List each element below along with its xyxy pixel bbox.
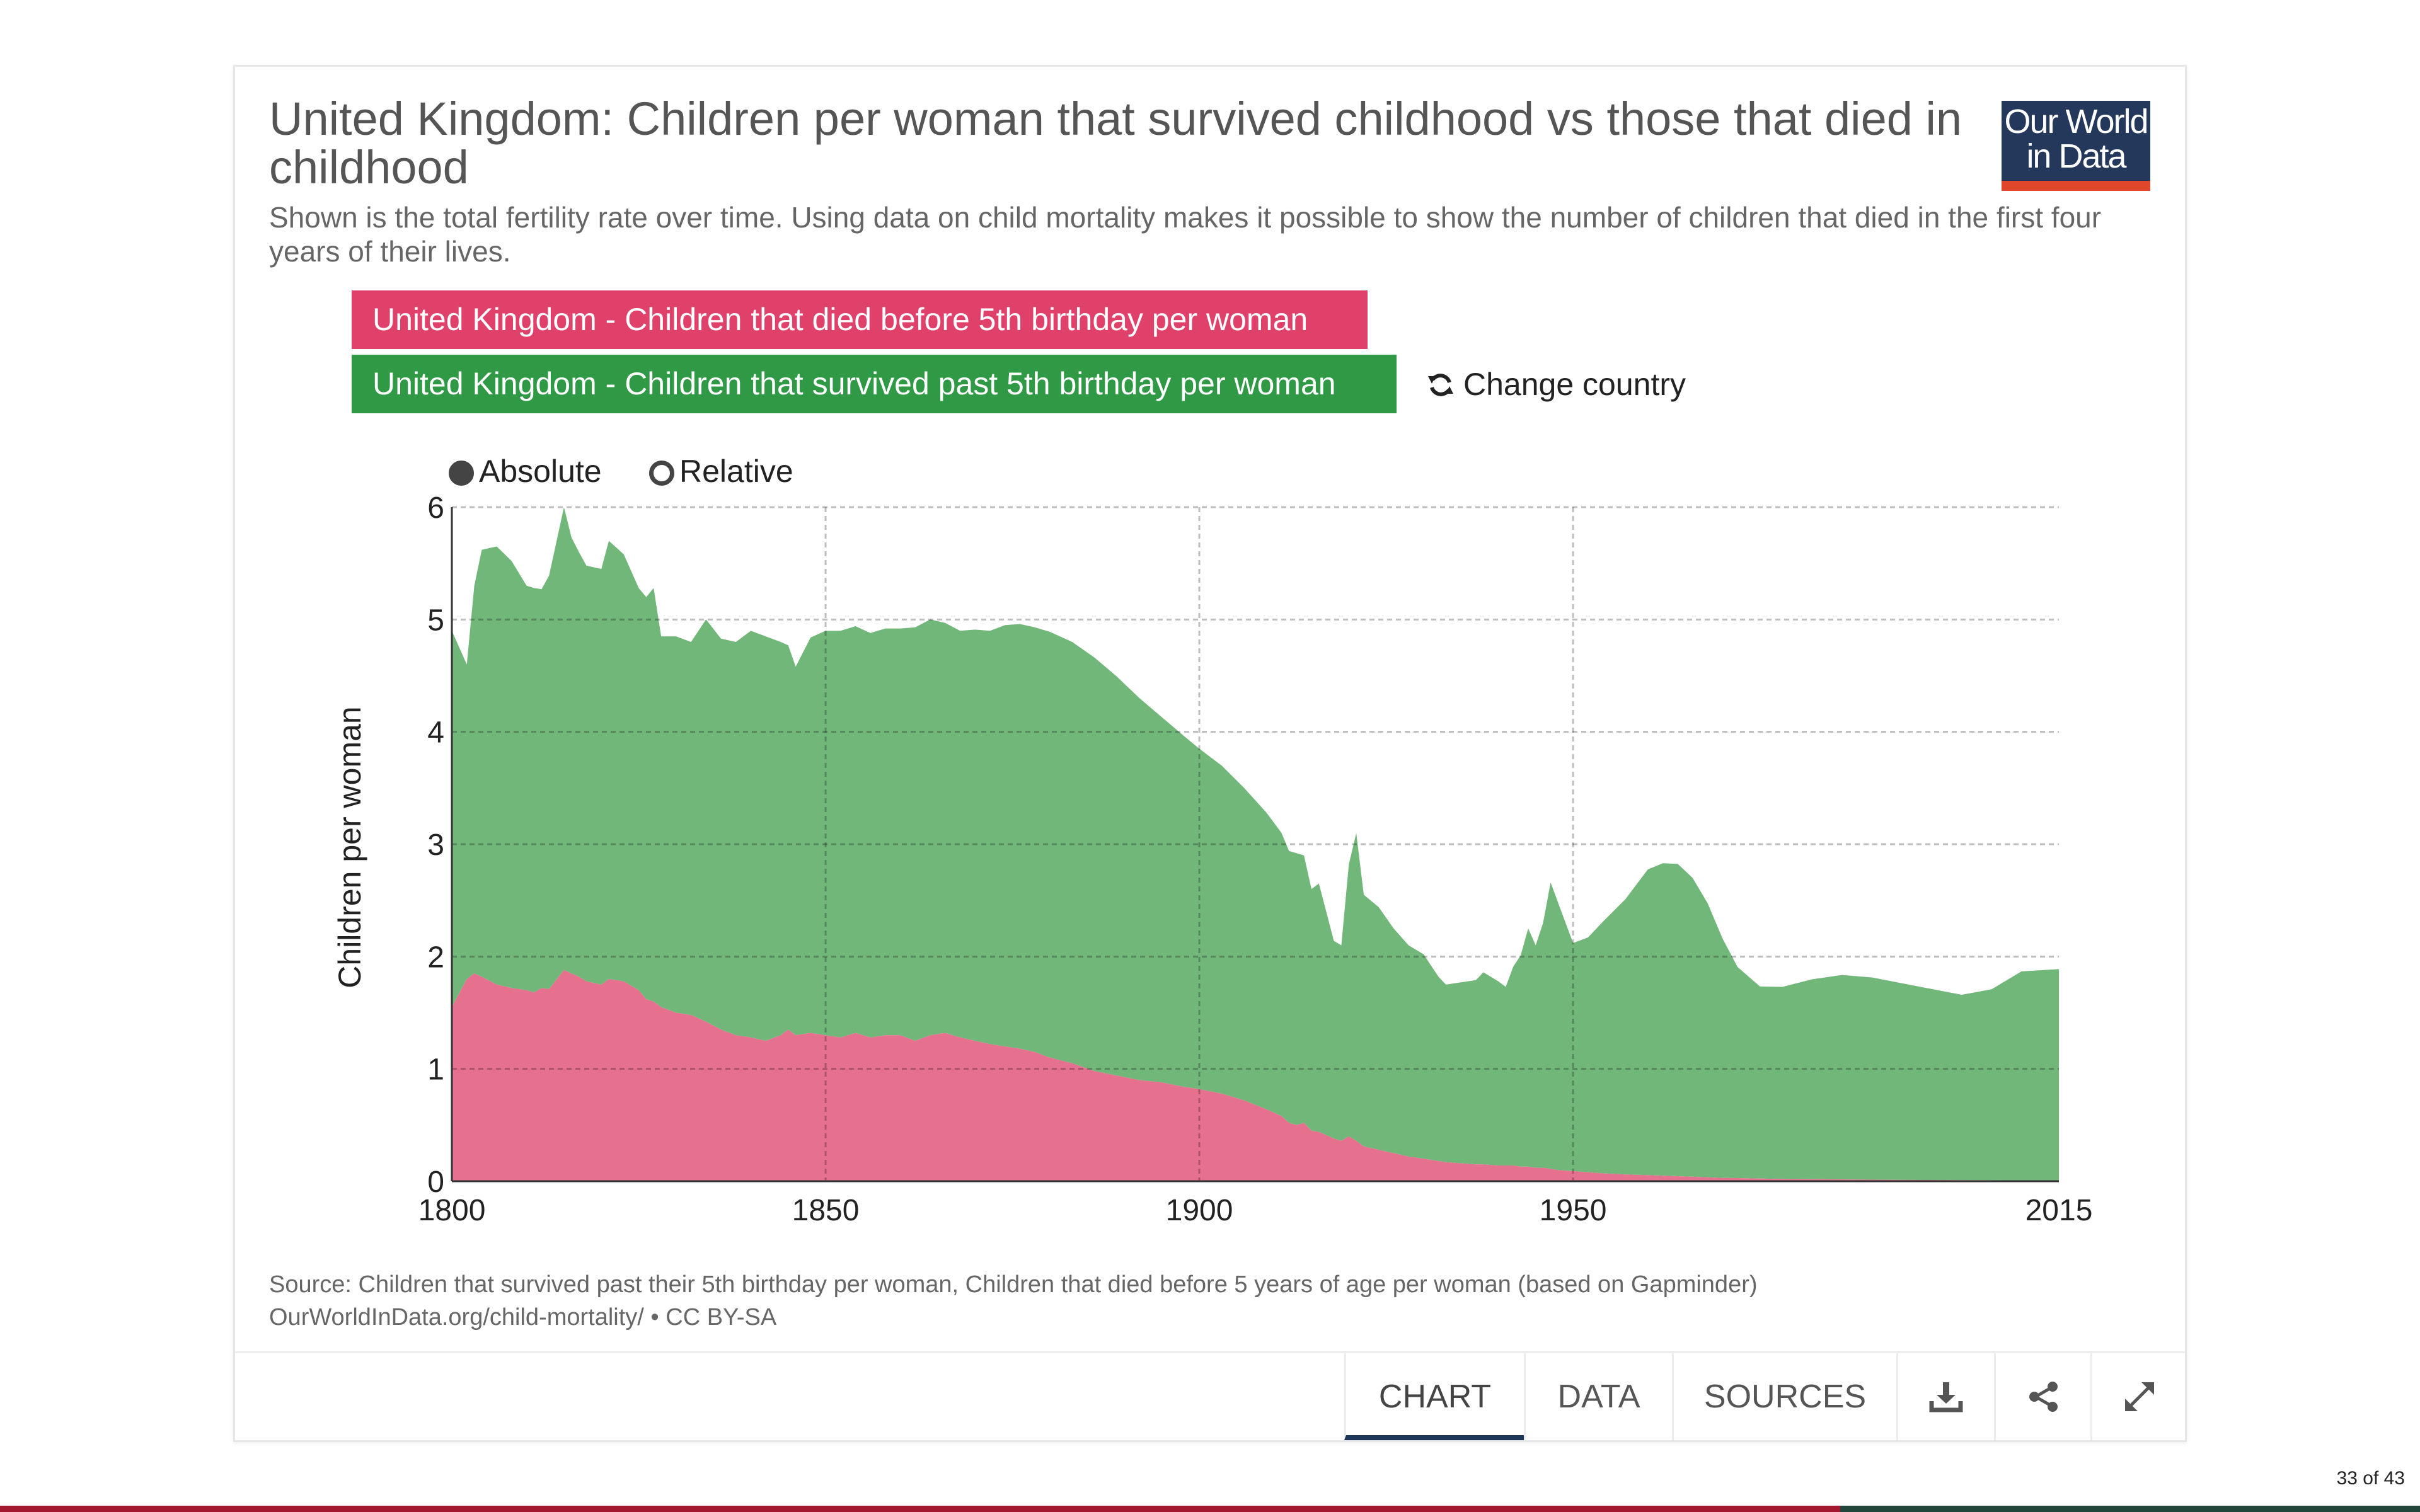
- logo-line-1: Our World: [2004, 103, 2148, 140]
- owid-logo[interactable]: Our World in Data: [2002, 101, 2150, 191]
- bottom-accent-dark: [1840, 1506, 2420, 1512]
- refresh-icon: [1428, 374, 1453, 396]
- x-tick-label: 1850: [792, 1194, 860, 1227]
- expand-icon: [2125, 1382, 2154, 1411]
- source-note: Source: Children that survived past thei…: [269, 1268, 2128, 1334]
- legend-item-died[interactable]: United Kingdom - Children that died befo…: [352, 290, 1368, 349]
- page-title: United Kingdom: Children per woman that …: [269, 93, 1962, 193]
- footer-divider: [235, 1351, 2185, 1353]
- y-tick-label: 6: [427, 491, 444, 525]
- radio-relative[interactable]: Relative: [649, 452, 793, 490]
- tab-data[interactable]: DATA: [1524, 1353, 1672, 1440]
- x-tick-label: 1800: [418, 1194, 486, 1227]
- y-tick-label: 1: [427, 1053, 444, 1087]
- y-tick-label: 3: [427, 828, 444, 862]
- radio-absolute-label: Absolute: [479, 454, 602, 489]
- page-counter: 33 of 43: [2336, 1468, 2405, 1489]
- radio-absolute[interactable]: Absolute: [449, 452, 602, 490]
- radio-relative-label: Relative: [679, 454, 793, 489]
- logo-line-2: in Data: [2026, 137, 2126, 175]
- chart-subtitle: Shown is the total fertility rate over t…: [269, 201, 2102, 268]
- change-country-label: Change country: [1463, 367, 1686, 402]
- x-tick-label: 1900: [1166, 1194, 1233, 1227]
- y-tick-label: 2: [427, 941, 444, 974]
- logo-accent-bar: [2002, 181, 2150, 191]
- y-tick-label: 4: [427, 716, 444, 750]
- radio-relative-dot: [649, 461, 674, 486]
- change-country-button[interactable]: Change country: [1426, 362, 1686, 406]
- legend-item-survived[interactable]: United Kingdom - Children that survived …: [352, 355, 1397, 413]
- x-tick-label: 2015: [2025, 1194, 2093, 1227]
- y-tick-label: 0: [427, 1166, 444, 1199]
- share-icon: [2029, 1382, 2058, 1412]
- y-tick-label: 5: [427, 604, 444, 637]
- series-area-died: [452, 970, 2059, 1181]
- y-axis-label: Children per woman: [332, 706, 367, 988]
- fullscreen-button[interactable]: [2090, 1353, 2187, 1440]
- tab-chart[interactable]: CHART: [1344, 1353, 1524, 1440]
- x-tick-label: 1950: [1540, 1194, 1607, 1227]
- bottom-accent-bar: [0, 1506, 2420, 1512]
- tab-sources[interactable]: SOURCES: [1672, 1353, 1896, 1440]
- share-button[interactable]: [1994, 1353, 2092, 1440]
- download-icon: [1929, 1382, 1963, 1412]
- radio-absolute-dot: [449, 461, 474, 486]
- source-line-1: Source: Children that survived past thei…: [269, 1271, 1758, 1298]
- download-button[interactable]: [1896, 1353, 1994, 1440]
- source-line-2: OurWorldInData.org/child-mortality/ • CC…: [269, 1304, 777, 1331]
- series-area-survived: [452, 507, 2059, 1181]
